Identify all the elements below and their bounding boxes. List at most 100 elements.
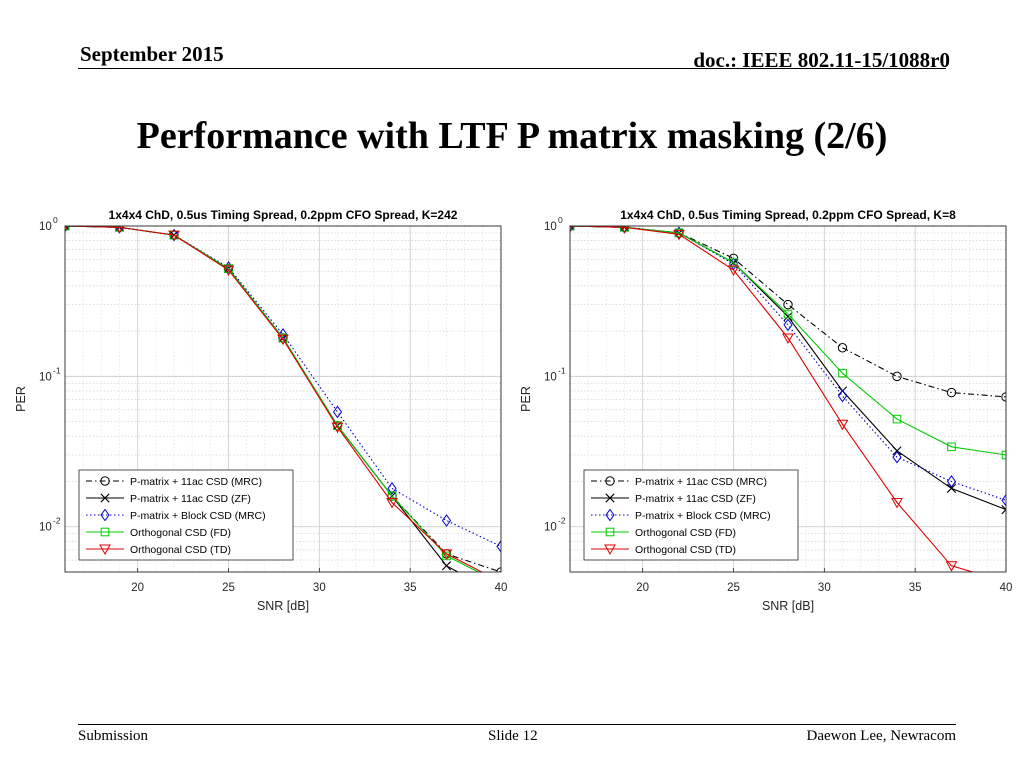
data-point-triangle-down	[331, 422, 344, 434]
data-point-x	[570, 226, 575, 231]
data-point-diamond	[1001, 493, 1006, 507]
data-point-square	[947, 442, 956, 452]
y-tick-label: 10	[39, 522, 52, 534]
data-point-square	[729, 258, 738, 268]
footer-submission: Submission	[78, 728, 149, 744]
y-tick-label: 10	[544, 371, 557, 383]
legend-label: P-matrix + 11ac CSD (ZF)	[130, 493, 251, 505]
footer-slide-number: Slide 12	[488, 728, 538, 744]
data-point-triangle-down	[168, 230, 180, 242]
header-date: September 2015	[80, 42, 224, 66]
data-point-diamond	[946, 475, 957, 488]
legend-marker-triangle-down	[604, 544, 616, 556]
legend-label: P-matrix + 11ac CSD (MRC)	[130, 476, 262, 488]
slide-title: Performance with LTF P matrix masking (2…	[136, 115, 888, 157]
data-point-x	[946, 483, 957, 493]
x-axis-label: SNR [dB]	[257, 599, 309, 613]
data-point-triangle-down	[673, 229, 685, 241]
chart-title: 1x4x4 ChD, 0.5us Timing Spread, 0.2ppm C…	[109, 208, 458, 222]
data-point-square	[892, 414, 902, 424]
x-tick-label: 30	[313, 582, 326, 594]
data-point-triangle-down	[727, 265, 740, 277]
y-tick-exponent: 0	[558, 215, 563, 225]
data-point-circle	[946, 387, 957, 398]
data-point-triangle-down	[570, 226, 574, 233]
data-point-triangle-down	[386, 497, 398, 509]
data-point-x	[783, 311, 793, 322]
data-point-diamond	[496, 540, 501, 553]
legend: P-matrix + 11ac CSD (MRC) P-matrix + 11ac…	[583, 469, 799, 561]
data-point-x	[65, 226, 70, 231]
y-axis-label: PER	[14, 386, 28, 412]
x-tick-label: 25	[222, 582, 235, 594]
y-tick-label: 10	[544, 221, 557, 233]
data-point-diamond	[892, 450, 902, 464]
legend-label: Orthogonal CSD (TD)	[130, 544, 231, 556]
data-point-triangle-down	[115, 226, 124, 234]
data-point-diamond	[837, 389, 848, 403]
data-point-square	[387, 491, 397, 501]
legend-marker-diamond	[605, 508, 615, 522]
legend-marker-circle	[605, 476, 615, 486]
y-tick-label: 10	[39, 221, 52, 233]
data-point-triangle-down	[440, 549, 453, 560]
legend-label: Orthogonal CSD (FD)	[130, 527, 231, 539]
legend-label: Orthogonal CSD (FD)	[635, 527, 736, 539]
x-tick-label: 25	[727, 582, 740, 594]
axes-frame	[64, 225, 502, 573]
data-point-triangle-down	[891, 497, 903, 509]
legend-label: P-matrix + 11ac CSD (ZF)	[635, 493, 756, 505]
x-tick-label: 40	[1000, 582, 1013, 594]
data-point-diamond	[783, 318, 793, 332]
x-tick-label: 40	[495, 582, 508, 594]
axes-frame	[569, 225, 1007, 573]
legend-marker-diamond	[100, 508, 110, 522]
legend-marker-triangle-down	[99, 544, 111, 556]
legend: P-matrix + 11ac CSD (MRC) P-matrix + 11ac…	[78, 469, 294, 561]
data-point-triangle-down	[945, 561, 958, 572]
legend-marker-square	[100, 527, 110, 537]
legend-label: P-matrix + 11ac CSD (MRC)	[635, 476, 767, 488]
data-point-circle	[783, 299, 793, 310]
legend-marker-x	[100, 493, 110, 503]
x-tick-label: 30	[818, 582, 831, 594]
y-tick-exponent: -1	[53, 365, 61, 375]
y-tick-exponent: -2	[53, 516, 61, 526]
y-tick-label: 10	[39, 371, 52, 383]
x-tick-label: 20	[131, 582, 144, 594]
x-axis-label: SNR [dB]	[762, 599, 814, 613]
data-point-x	[1001, 505, 1006, 515]
chart-title: 1x4x4 ChD, 0.5us Timing Spread, 0.2ppm C…	[620, 208, 956, 222]
legend-marker-circle	[100, 476, 110, 486]
legend-label: P-matrix + Block CSD (MRC)	[635, 510, 771, 522]
data-point-triangle-down	[65, 226, 69, 233]
y-tick-label: 10	[544, 522, 557, 534]
header-divider	[78, 68, 946, 69]
data-point-square	[783, 309, 793, 319]
data-point-triangle-down	[222, 265, 235, 277]
data-point-square	[838, 368, 847, 378]
data-point-diamond	[332, 405, 343, 419]
data-point-diamond	[387, 481, 397, 495]
footer-author: Daewon Lee, Newracom	[806, 728, 956, 744]
y-tick-exponent: -1	[558, 365, 566, 375]
data-point-circle	[892, 371, 902, 382]
legend-marker-x	[605, 493, 615, 503]
footer-divider	[78, 724, 956, 725]
x-tick-label: 20	[636, 582, 649, 594]
y-tick-exponent: -2	[558, 516, 566, 526]
legend-label: Orthogonal CSD (TD)	[635, 544, 736, 556]
legend-marker-square	[605, 527, 615, 537]
data-point-triangle-down	[277, 334, 289, 346]
data-point-circle	[837, 343, 848, 353]
series-line-orthogonal-csd-td	[570, 226, 975, 572]
y-axis-label: PER	[519, 386, 533, 412]
data-point-square	[1001, 450, 1006, 460]
data-point-x	[441, 561, 452, 571]
data-point-diamond	[441, 514, 452, 527]
y-tick-exponent: 0	[53, 215, 58, 225]
data-point-triangle-down	[782, 333, 794, 345]
